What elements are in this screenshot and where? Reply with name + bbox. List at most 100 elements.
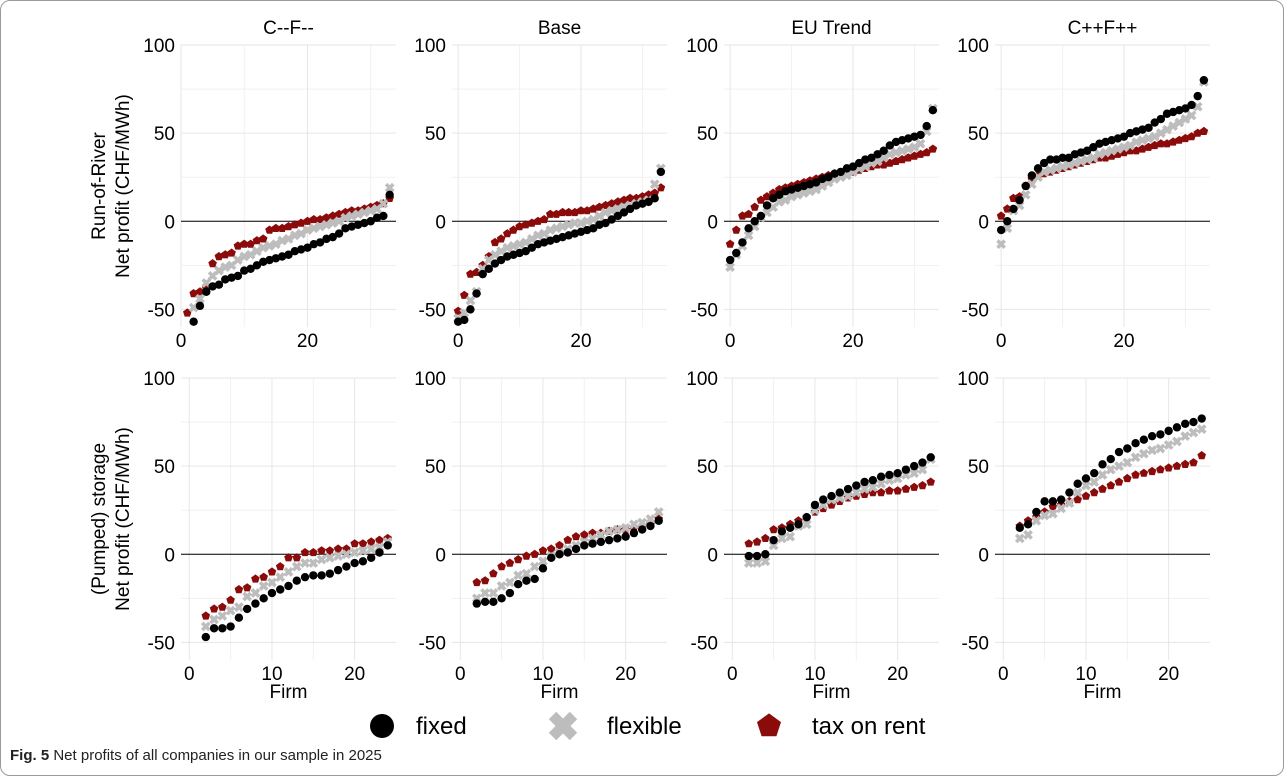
point-tax-on-rent: [497, 562, 506, 571]
point-tax-on-rent: [744, 209, 753, 218]
point-fixed: [769, 535, 778, 545]
point-tax-on-rent: [496, 234, 506, 243]
point-fixed: [292, 576, 301, 585]
point-fixed: [563, 548, 572, 557]
point-fixed: [996, 225, 1006, 235]
point-fixed: [571, 544, 581, 554]
point-tax-on-rent: [1172, 461, 1182, 470]
point-flexible: [606, 205, 617, 216]
point-fixed: [1131, 439, 1140, 448]
point-fixed: [588, 539, 597, 548]
y-tick-label: -50: [148, 300, 175, 321]
point-fixed: [922, 121, 931, 131]
point-fixed: [1090, 468, 1099, 478]
point-flexible: [275, 572, 286, 583]
y-tick-label: 50: [968, 124, 989, 145]
point-fixed: [513, 580, 523, 589]
point-fixed: [918, 458, 927, 467]
point-flexible: [1149, 131, 1160, 142]
point-fixed: [761, 550, 770, 559]
point-flexible: [859, 484, 870, 494]
point-fixed: [1123, 444, 1132, 453]
point-fixed: [613, 534, 622, 543]
point-flexible: [1072, 487, 1083, 498]
point-flexible: [465, 295, 476, 306]
point-flexible: [200, 621, 211, 632]
point-fixed: [472, 599, 482, 608]
point-tax-on-rent: [284, 553, 293, 562]
point-tax-on-rent: [271, 223, 281, 232]
x-axis-label: Firm: [270, 682, 308, 703]
point-flexible: [1069, 158, 1080, 168]
point-flexible: [490, 249, 500, 260]
point-flexible: [353, 209, 363, 220]
x-tick-label: 20: [570, 331, 591, 352]
point-flexible: [308, 558, 319, 568]
point-flexible: [513, 570, 524, 581]
point-flexible: [612, 524, 623, 535]
point-tax-on-rent: [1164, 463, 1173, 472]
point-fixed: [1021, 181, 1030, 191]
point-flexible: [604, 526, 614, 537]
point-flexible: [1088, 152, 1099, 163]
point-tax-on-rent: [538, 546, 548, 555]
point-tax-on-rent: [1139, 468, 1149, 477]
point-flexible: [1100, 147, 1111, 158]
x-tick-label: 20: [615, 664, 636, 685]
point-flexible: [588, 214, 599, 225]
point-flexible: [349, 547, 360, 558]
point-fixed: [379, 211, 388, 221]
point-flexible: [366, 544, 377, 554]
point-tax-on-rent: [546, 544, 556, 553]
point-flexible: [576, 218, 586, 228]
point-tax-on-rent: [195, 287, 205, 296]
row-label-line1: (Pumped) storage: [89, 443, 110, 595]
point-tax-on-rent: [267, 567, 277, 576]
point-flexible: [1172, 436, 1182, 447]
point-fixed: [277, 252, 287, 261]
point-flexible: [340, 212, 351, 223]
point-tax-on-rent: [242, 583, 252, 592]
point-flexible: [897, 145, 908, 156]
point-flexible: [801, 519, 812, 530]
x-axis-label: Firm: [541, 682, 579, 703]
point-fixed: [1180, 419, 1190, 429]
point-flexible: [1155, 128, 1166, 138]
point-flexible: [637, 517, 648, 528]
point-fixed: [601, 218, 610, 228]
point-flexible: [359, 207, 370, 218]
point-tax-on-rent: [333, 544, 343, 553]
point-flexible: [209, 614, 219, 625]
point-fixed: [725, 255, 735, 265]
point-tax-on-rent: [315, 215, 325, 224]
point-flexible: [777, 533, 787, 544]
point-fixed: [1114, 447, 1124, 457]
y-tick-label: 0: [707, 212, 718, 233]
point-tax-on-rent: [239, 239, 249, 248]
point-fixed: [267, 588, 277, 598]
point-tax-on-rent: [350, 539, 359, 548]
point-flexible: [649, 179, 660, 190]
point-tax-on-rent: [1197, 451, 1206, 460]
point-flexible: [1162, 124, 1172, 135]
point-fixed: [1032, 507, 1041, 517]
point-flexible: [242, 591, 253, 602]
point-fixed: [290, 247, 300, 256]
point-tax-on-rent: [290, 220, 300, 229]
point-fixed: [1106, 454, 1115, 464]
point-fixed: [810, 500, 820, 510]
x-tick-label: 20: [842, 331, 863, 352]
point-fixed: [496, 255, 506, 265]
point-fixed: [538, 564, 548, 573]
point-flexible: [334, 216, 344, 227]
point-tax-on-rent: [303, 216, 312, 225]
row-label-line1: Run-of-River: [89, 131, 110, 239]
point-flexible: [752, 558, 762, 568]
point-tax-on-rent: [252, 236, 262, 245]
point-tax-on-rent: [214, 252, 224, 261]
legend-marker-fixed: [370, 714, 394, 738]
point-fixed: [928, 106, 938, 115]
point-flexible: [327, 218, 338, 228]
point-tax-on-rent: [309, 548, 318, 557]
point-flexible: [358, 545, 368, 556]
